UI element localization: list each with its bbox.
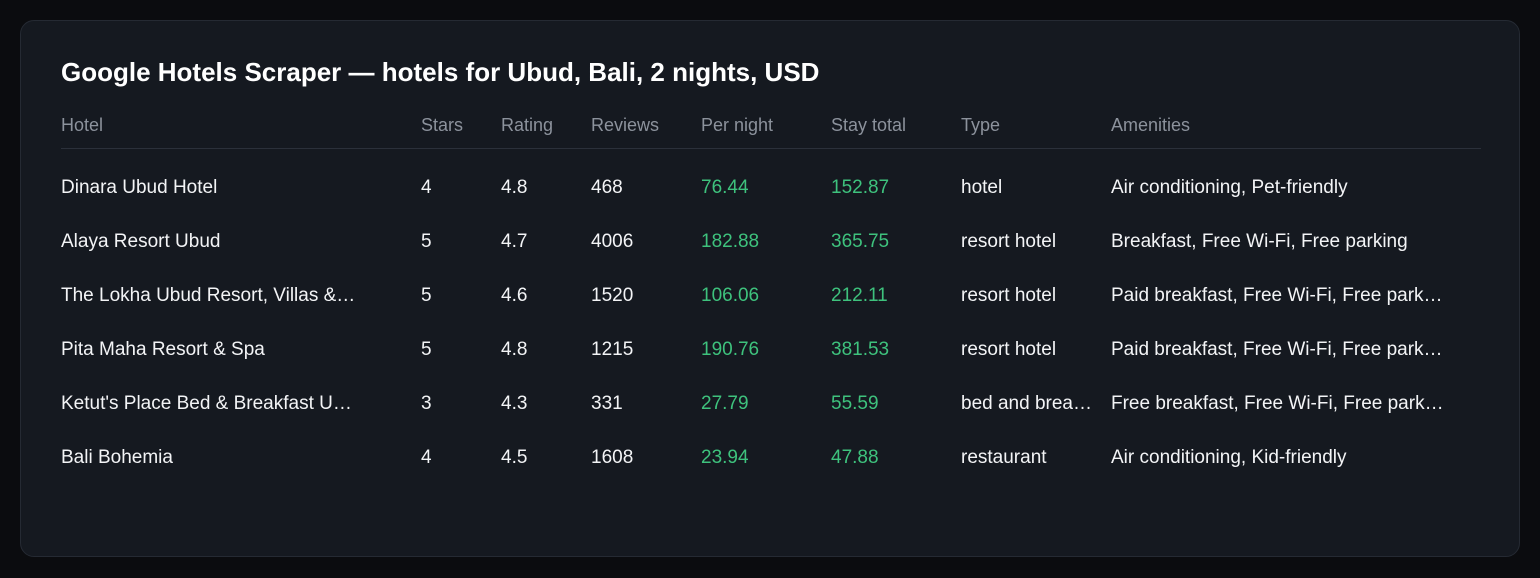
price-per-night: 190.76 (701, 339, 760, 360)
price-stay-total: 381.53 (831, 339, 890, 360)
hotel-type: bed and brea… (961, 393, 1092, 414)
hotel-rating: 4.8 (501, 177, 528, 198)
hotel-type: restaurant (961, 447, 1047, 468)
page-title: Google Hotels Scraper — hotels for Ubud,… (61, 57, 820, 87)
hotel-rating: 4.3 (501, 393, 528, 414)
hotel-type: resort hotel (961, 339, 1057, 360)
hotel-rating: 4.7 (501, 231, 528, 252)
results-card: Google Hotels Scraper — hotels for Ubud,… (20, 20, 1520, 557)
hotel-name: Pita Maha Resort & Spa (61, 339, 265, 360)
hotel-reviews: 4006 (591, 231, 634, 252)
table-header: Hotel Stars Rating Reviews Per night Sta… (61, 112, 1481, 149)
table-row[interactable]: Pita Maha Resort & Spa 5 4.8 1215 190.76… (61, 330, 1481, 384)
hotel-name: Ketut's Place Bed & Breakfast U… (61, 393, 352, 414)
hotel-rating: 4.8 (501, 339, 528, 360)
column-header-rating[interactable]: Rating (501, 115, 554, 135)
hotel-reviews: 331 (591, 393, 623, 414)
table-row[interactable]: The Lokha Ubud Resort, Villas &… 5 4.6 1… (61, 276, 1481, 330)
hotel-reviews: 1520 (591, 285, 634, 306)
hotel-stars: 3 (421, 393, 432, 414)
hotel-amenities: Breakfast, Free Wi-Fi, Free parking (1111, 231, 1408, 252)
hotel-type: hotel (961, 177, 1003, 198)
price-per-night: 23.94 (701, 447, 749, 468)
table-row[interactable]: Bali Bohemia 4 4.5 1608 23.94 47.88 rest… (61, 438, 1481, 492)
hotel-type: resort hotel (961, 285, 1057, 306)
column-header-amenities[interactable]: Amenities (1111, 115, 1191, 135)
price-stay-total: 212.11 (831, 285, 888, 306)
hotel-name: Bali Bohemia (61, 447, 173, 468)
hotel-rating: 4.6 (501, 285, 528, 306)
price-stay-total: 152.87 (831, 177, 890, 198)
table-row[interactable]: Ketut's Place Bed & Breakfast U… 3 4.3 3… (61, 384, 1481, 438)
price-per-night: 76.44 (701, 177, 749, 198)
price-stay-total: 55.59 (831, 393, 879, 414)
hotel-amenities: Free breakfast, Free Wi-Fi, Free park… (1111, 393, 1444, 414)
price-per-night: 182.88 (701, 231, 760, 252)
column-header-hotel[interactable]: Hotel (61, 115, 104, 135)
hotel-name: The Lokha Ubud Resort, Villas &… (61, 285, 356, 306)
column-header-stars[interactable]: Stars (421, 115, 464, 135)
table-row[interactable]: Dinara Ubud Hotel 4 4.8 468 76.44 152.87… (61, 168, 1481, 222)
hotel-rating: 4.5 (501, 447, 528, 468)
table-body: Dinara Ubud Hotel 4 4.8 468 76.44 152.87… (61, 149, 1481, 492)
hotels-table: Hotel Stars Rating Reviews Per night Sta… (61, 112, 1481, 492)
hotel-stars: 5 (421, 231, 432, 252)
hotel-name: Alaya Resort Ubud (61, 231, 221, 252)
hotel-reviews: 1215 (591, 339, 634, 360)
hotel-amenities: Paid breakfast, Free Wi-Fi, Free park… (1111, 285, 1443, 306)
hotel-type: resort hotel (961, 231, 1057, 252)
price-stay-total: 47.88 (831, 447, 879, 468)
price-stay-total: 365.75 (831, 231, 890, 252)
column-header-per-night[interactable]: Per night (701, 115, 774, 135)
hotel-amenities: Paid breakfast, Free Wi-Fi, Free park… (1111, 339, 1443, 360)
table-row[interactable]: Alaya Resort Ubud 5 4.7 4006 182.88 365.… (61, 222, 1481, 276)
price-per-night: 27.79 (701, 393, 749, 414)
hotel-name: Dinara Ubud Hotel (61, 177, 218, 198)
column-header-stay-total[interactable]: Stay total (831, 115, 907, 135)
hotel-stars: 5 (421, 285, 432, 306)
hotel-reviews: 468 (591, 177, 623, 198)
column-header-type[interactable]: Type (961, 115, 1001, 135)
hotel-amenities: Air conditioning, Pet-friendly (1111, 177, 1348, 198)
hotel-amenities: Air conditioning, Kid-friendly (1111, 447, 1347, 468)
hotel-stars: 4 (421, 447, 432, 468)
column-header-reviews[interactable]: Reviews (591, 115, 660, 135)
price-per-night: 106.06 (701, 285, 760, 306)
hotel-stars: 5 (421, 339, 432, 360)
hotel-reviews: 1608 (591, 447, 634, 468)
hotel-stars: 4 (421, 177, 432, 198)
